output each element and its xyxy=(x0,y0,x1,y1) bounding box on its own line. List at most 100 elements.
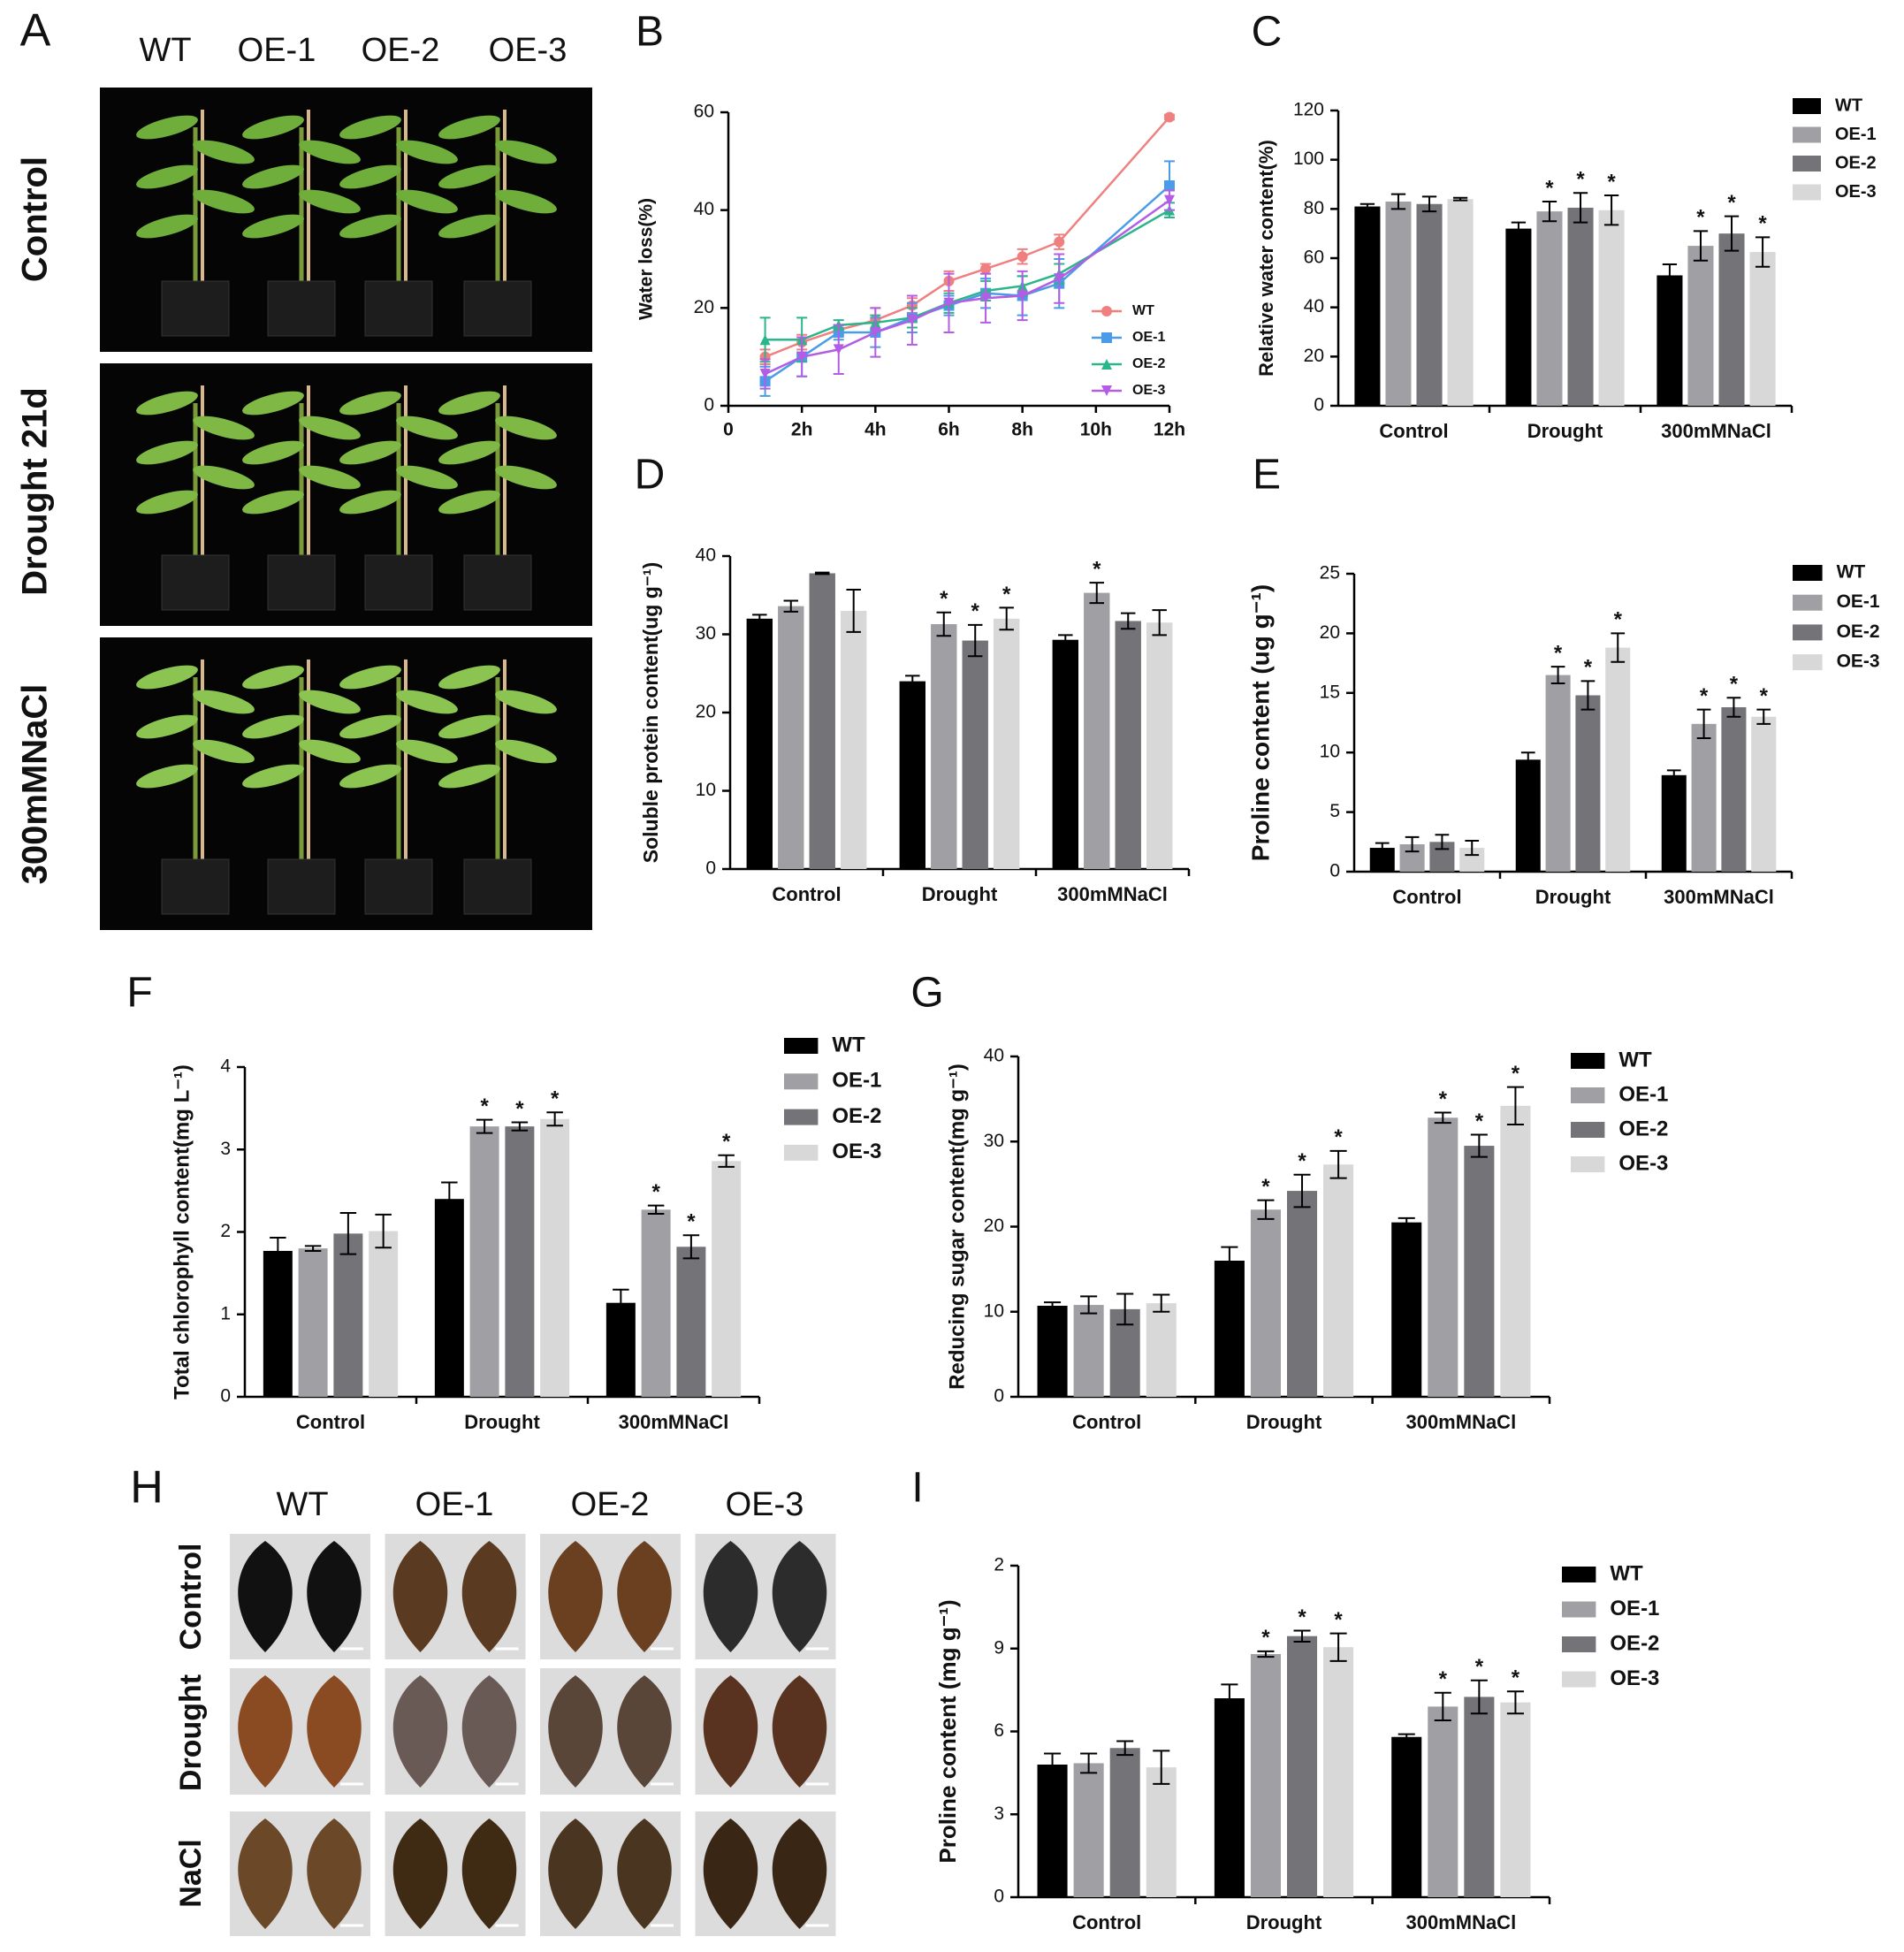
error-bar xyxy=(682,1234,700,1260)
error-bar xyxy=(752,614,767,624)
legend-label: OE-1 xyxy=(1132,330,1165,345)
y-tick-label: 20 xyxy=(696,702,716,722)
error-bar xyxy=(1421,195,1437,213)
bar xyxy=(1656,275,1683,406)
error-bar xyxy=(647,1204,665,1215)
column-label: OE-1 xyxy=(415,1486,494,1523)
significance-mark: * xyxy=(1727,191,1736,215)
leaf xyxy=(703,1675,758,1788)
significance-mark: * xyxy=(1439,1087,1448,1111)
error-bar xyxy=(814,571,830,576)
leaf xyxy=(339,164,401,189)
leaf xyxy=(772,1541,827,1652)
error-bar xyxy=(1724,215,1740,252)
error-bar xyxy=(1435,834,1450,850)
leaf xyxy=(396,690,458,714)
leaf xyxy=(339,440,401,465)
error-bar xyxy=(1520,751,1535,768)
leaf xyxy=(438,214,500,239)
bar xyxy=(263,1250,293,1397)
error-bar xyxy=(1662,263,1678,288)
significance-mark: * xyxy=(1730,673,1739,697)
leaf xyxy=(193,690,255,714)
bar xyxy=(1084,592,1110,869)
legend-label: OE-2 xyxy=(1837,621,1880,642)
error-bar xyxy=(783,599,799,613)
error-bar xyxy=(1580,680,1596,711)
bar xyxy=(1500,1702,1531,1897)
leaf xyxy=(136,714,198,739)
x-tick-label: Drought xyxy=(1527,420,1603,442)
legend-swatch xyxy=(1562,1567,1596,1582)
x-tick-label: 12h xyxy=(1154,420,1185,440)
error-bar xyxy=(339,1212,357,1255)
y-tick-label: 4 xyxy=(220,1056,231,1077)
y-tick-label: 120 xyxy=(1293,100,1324,120)
bar xyxy=(1214,1698,1245,1897)
row-label: 300mMNaCl xyxy=(16,684,55,885)
bar xyxy=(993,618,1020,869)
leaf xyxy=(438,440,500,465)
bar xyxy=(676,1247,706,1397)
legend-label: OE-2 xyxy=(1835,153,1877,172)
error-bar xyxy=(1390,193,1406,210)
leaf xyxy=(242,440,304,465)
marker xyxy=(943,297,955,309)
leaf xyxy=(703,1541,758,1652)
bar xyxy=(1428,1706,1458,1897)
bar xyxy=(1718,233,1745,406)
x-tick-label: 6h xyxy=(938,420,960,440)
pot xyxy=(161,858,230,915)
bar xyxy=(1214,1261,1245,1397)
marker xyxy=(1164,194,1175,206)
row-label: Control xyxy=(16,156,55,282)
significance-mark: * xyxy=(1614,608,1623,632)
leaf xyxy=(339,714,401,739)
bar xyxy=(1464,1146,1495,1397)
error-bar xyxy=(441,1181,458,1216)
marker xyxy=(833,344,844,355)
y-tick-label: 30 xyxy=(984,1131,1004,1151)
bar xyxy=(1146,1767,1177,1897)
error-bar xyxy=(375,1213,392,1249)
significance-mark: * xyxy=(1584,656,1593,680)
x-tick-label: 2h xyxy=(791,420,813,440)
legend-swatch xyxy=(1793,156,1821,172)
panel-letter: F xyxy=(126,970,152,1017)
significance-mark: * xyxy=(1607,170,1616,194)
significance-mark: * xyxy=(1002,583,1011,606)
error-bar xyxy=(613,1288,629,1317)
significance-mark: * xyxy=(551,1087,560,1111)
leaf xyxy=(136,164,198,189)
leaf xyxy=(242,115,304,140)
x-tick-label: 300mMNaCl xyxy=(619,1411,729,1433)
panel-letter: A xyxy=(20,5,51,57)
x-tick-label: 300mMNaCl xyxy=(1664,886,1774,908)
bar xyxy=(1691,723,1717,872)
line xyxy=(765,116,1170,358)
legend-label: OE-2 xyxy=(1132,356,1165,371)
y-tick-label: 0 xyxy=(994,1386,1004,1407)
column-label: WT xyxy=(276,1486,328,1523)
y-tick-label: 0 xyxy=(705,858,716,879)
significance-mark: * xyxy=(515,1097,524,1121)
error-bar xyxy=(1116,1740,1134,1757)
error-bar xyxy=(1044,1752,1062,1777)
y-tick-label: 0 xyxy=(704,395,714,416)
error-bar xyxy=(1726,697,1741,718)
row-label: Drought xyxy=(174,1674,208,1791)
legend-label: WT xyxy=(1618,1048,1652,1071)
error-bar xyxy=(1452,196,1468,202)
leaf xyxy=(495,465,557,490)
legend-label: OE-2 xyxy=(832,1104,881,1128)
bar xyxy=(1416,203,1443,406)
leaf xyxy=(339,115,401,140)
legend-swatch xyxy=(1793,565,1823,581)
bar xyxy=(1052,639,1079,869)
leaf xyxy=(242,214,304,239)
error-bar xyxy=(1080,1295,1098,1315)
legend-swatch xyxy=(784,1073,819,1090)
leaf xyxy=(617,1675,672,1788)
legend-swatch xyxy=(1562,1636,1596,1652)
bar xyxy=(540,1118,570,1397)
